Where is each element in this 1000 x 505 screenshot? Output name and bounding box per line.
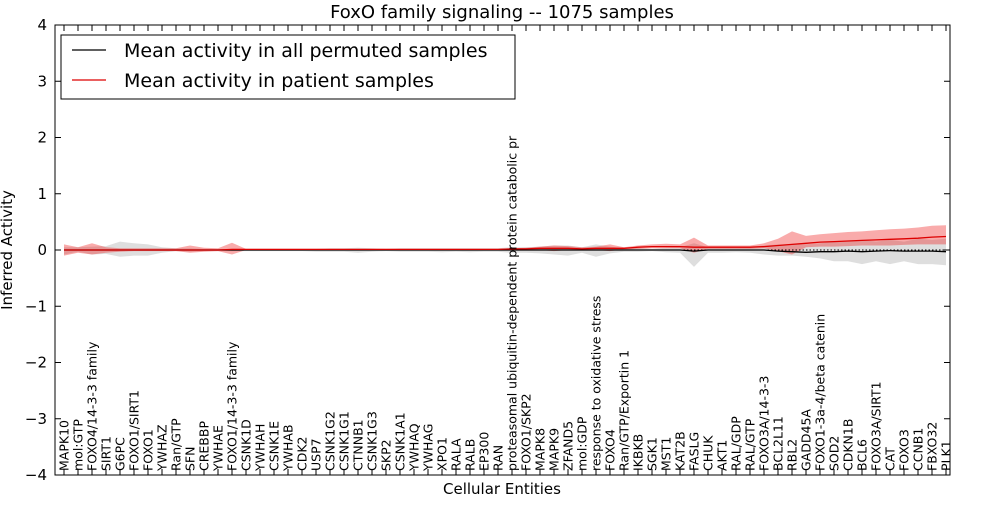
x-tick-label: KAT2B <box>673 431 688 471</box>
series-lines <box>64 235 947 253</box>
legend-box <box>60 34 516 100</box>
x-tick-label: CSNK1E <box>267 421 282 471</box>
x-tick-label: FOXO1/SKP2 <box>519 393 534 471</box>
x-axis: MAPK10 mol:GTP FOXO4/14-3-3 family SIRT1 G6P… <box>57 25 954 475</box>
x-tick-label: BCL6 <box>855 439 870 471</box>
x-tick-label: CSNK1D <box>239 419 254 471</box>
x-tick-label: FBXO32 <box>925 422 940 471</box>
x-tick-label: MAPK8 <box>533 428 548 471</box>
legend: Mean activity in all permuted samples Me… <box>60 34 516 100</box>
x-tick-label: CSNK1G2 <box>323 411 338 471</box>
x-tick-label: AKT1 <box>715 440 730 471</box>
x-tick-label: FOXO4/14-3-3 family <box>85 341 100 471</box>
x-tick-label: CSNK1G1 <box>337 411 352 471</box>
x-tick-label: RAL/GDP <box>729 416 744 471</box>
x-tick-label: YWHAG <box>421 424 436 472</box>
x-tick-label: RBL2 <box>785 439 800 471</box>
x-tick-label: CTNNB1 <box>351 419 366 471</box>
x-tick-label: USP7 <box>309 438 324 471</box>
legend-label-patient: Mean activity in patient samples <box>124 70 434 92</box>
x-axis-label: Cellular Entities <box>443 480 561 498</box>
x-tick-label: G6PC <box>113 437 128 471</box>
x-tick-label: SIRT1 <box>99 436 114 471</box>
x-tick-label: MST1 <box>659 437 674 471</box>
x-tick-label: SKP2 <box>379 439 394 471</box>
x-tick-label: FASLG <box>687 432 702 471</box>
chart-title: FoxO family signaling -- 1075 samples <box>330 2 674 23</box>
x-tick-label: CDKN1B <box>841 419 856 471</box>
x-tick-label: CSNK1A1 <box>393 412 408 471</box>
x-tick-label: IKBKB <box>631 434 646 471</box>
x-tick-label: FOXO1-3a-4/beta catenin <box>813 314 828 471</box>
x-tick-label: CDK2 <box>295 436 310 471</box>
y-tick-label: 4 <box>37 16 47 34</box>
x-tick-label: mol:GDP <box>575 416 590 471</box>
x-tick-label: SFN <box>183 447 198 471</box>
y-tick-label: 2 <box>37 129 47 147</box>
band-permuted <box>64 238 946 267</box>
x-tick-label: proteasomal ubiquitin-dependent protein … <box>505 135 520 471</box>
x-tick-label: YWHAE <box>211 425 226 472</box>
legend-label-permuted: Mean activity in all permuted samples <box>124 40 487 62</box>
x-tick-label: FOXO3 <box>897 429 912 471</box>
x-tick-label: FOXO1 <box>141 429 156 471</box>
x-tick-label: FOXO3A/SIRT1 <box>869 381 884 471</box>
band-patient <box>64 225 946 256</box>
x-tick-label: ZFAND5 <box>561 421 576 471</box>
y-tick-label: 3 <box>37 72 47 90</box>
y-tick-label: −1 <box>25 297 47 315</box>
x-tick-label: CAT <box>883 447 898 471</box>
x-tick-label: CSNK1G3 <box>365 411 380 471</box>
x-tick-label: RALB <box>463 439 478 471</box>
x-tick-label: RAL/GTP <box>743 418 758 471</box>
x-tick-label: CHUK <box>701 435 716 471</box>
x-tick-label: Ran/GTP <box>169 418 184 471</box>
x-tick-label: YWHAQ <box>407 423 422 472</box>
x-tick-label: PLK1 <box>939 440 954 471</box>
x-tick-label: RALA <box>449 438 464 471</box>
x-tick-label: CREBBP <box>197 421 212 471</box>
x-tick-label: RAN <box>491 445 506 471</box>
x-tick-label: BCL2L11 <box>771 416 786 471</box>
x-tick-label: YWHAH <box>253 424 268 472</box>
y-tick-label: 1 <box>37 185 47 203</box>
x-tick-label: Ran/GTP/Exportin 1 <box>617 350 632 471</box>
y-tick-label: −2 <box>25 354 47 372</box>
x-tick-label: FOXO3A/14-3-3 <box>757 376 772 471</box>
y-axis: −4 −3 −2 −1 0 1 2 3 4 <box>25 16 950 484</box>
x-tick-label: MAPK10 <box>57 420 72 471</box>
x-tick-label: XPO1 <box>435 437 450 471</box>
y-tick-label: −3 <box>25 410 47 428</box>
x-tick-label: SOD2 <box>827 436 842 471</box>
x-tick-label: FOXO4 <box>603 429 618 471</box>
confidence-bands <box>64 225 946 267</box>
x-tick-label: FOXO1/SIRT1 <box>127 390 142 471</box>
y-axis-label: Inferred Activity <box>0 190 16 310</box>
series-line-patient <box>64 235 947 251</box>
x-tick-label: response to oxidative stress <box>589 296 604 471</box>
x-tick-label: SGK1 <box>645 437 660 471</box>
x-tick-label: YWHAZ <box>155 424 170 472</box>
x-tick-label: mol:GTP <box>71 419 86 471</box>
x-tick-label: YWHAB <box>281 424 296 472</box>
x-tick-label: CCNB1 <box>911 428 926 471</box>
x-tick-label: EP300 <box>477 432 492 471</box>
y-tick-label: 0 <box>37 241 47 259</box>
x-tick-label: GADD45A <box>799 409 814 471</box>
y-tick-label: −4 <box>25 466 47 484</box>
x-tick-label: MAPK9 <box>547 428 562 471</box>
x-tick-label: FOXO1/14-3-3 family <box>225 341 240 471</box>
